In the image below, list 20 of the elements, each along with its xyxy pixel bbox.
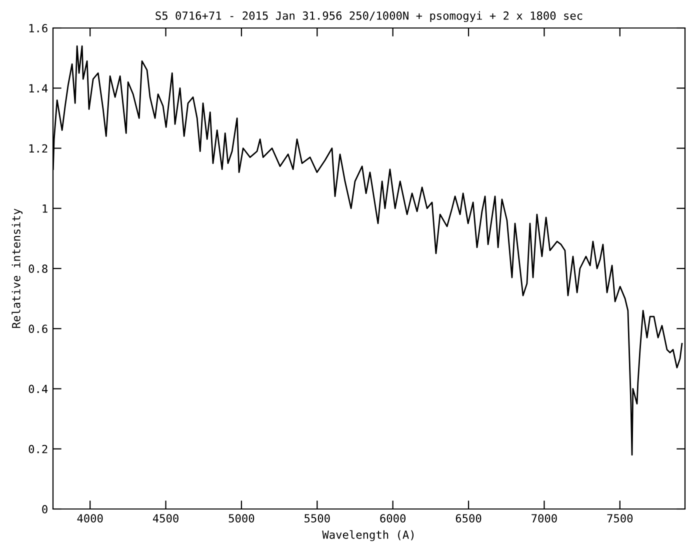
x-tick-label: 5500 — [304, 514, 330, 523]
y-tick-label: 1.4 — [29, 84, 48, 92]
x-tick-label: 5000 — [228, 514, 254, 523]
y-axis-title: Relative intensity — [12, 208, 23, 328]
y-tick-label: 0 — [42, 505, 48, 514]
x-tick-label: 4500 — [152, 514, 178, 523]
x-axis-title: Wavelength (A) — [322, 530, 414, 542]
x-tick-label: 6500 — [456, 514, 482, 523]
y-tick-label: 1.6 — [29, 24, 48, 32]
y-tick-label: 1 — [42, 204, 48, 213]
x-tick-label: 4000 — [77, 514, 103, 523]
x-tick-label: 6000 — [380, 514, 406, 523]
x-tick-label: 7500 — [607, 514, 633, 523]
y-tick-label: 0.8 — [28, 264, 48, 273]
y-tick-label: 0.4 — [28, 384, 48, 394]
x-tick-label: 7000 — [532, 514, 557, 523]
y-tick-label: 1.2 — [29, 144, 48, 152]
y-tick-label: 0.2 — [28, 444, 48, 454]
y-tick-label: 0.6 — [28, 324, 48, 334]
chart-title: S5 0716+71 - 2015 Jan 31.956 250/1000N + psomogyi + 2 x 1800 sec — [156, 11, 582, 22]
